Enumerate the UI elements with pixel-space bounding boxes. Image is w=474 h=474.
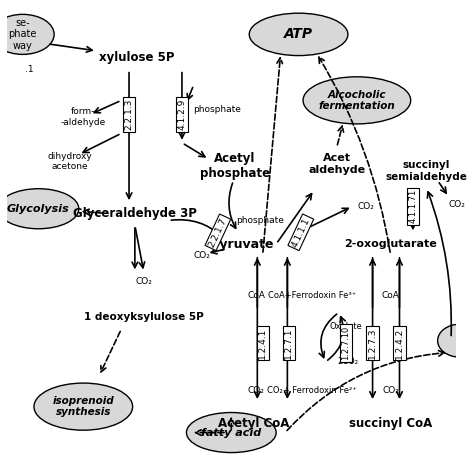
Text: 4.1.2.9: 4.1.2.9 — [177, 99, 186, 130]
Text: 2.2.1.3: 2.2.1.3 — [125, 99, 134, 130]
Text: CO₂: CO₂ — [382, 386, 399, 395]
Text: ATP: ATP — [284, 27, 313, 41]
Text: CoA+Ferrodoxin Fe³⁺: CoA+Ferrodoxin Fe³⁺ — [268, 292, 356, 301]
Text: 1.2.7.1: 1.2.7.1 — [284, 327, 293, 359]
Text: CoA: CoA — [382, 292, 400, 301]
Text: xylulose 5P: xylulose 5P — [100, 52, 175, 64]
Text: 4.1.1.71: 4.1.1.71 — [409, 189, 418, 224]
Ellipse shape — [34, 383, 133, 430]
Text: Glycolysis: Glycolysis — [7, 204, 70, 214]
Text: dihydroxy
acetone: dihydroxy acetone — [47, 152, 92, 171]
Ellipse shape — [249, 13, 348, 55]
Text: succinyl CoA: succinyl CoA — [349, 417, 432, 429]
Text: 1.2.4.1: 1.2.4.1 — [258, 328, 267, 359]
Text: 1.2.4.2: 1.2.4.2 — [395, 328, 404, 359]
Text: succinyl
semialdehyde: succinyl semialdehyde — [385, 160, 467, 182]
Text: phosphate: phosphate — [193, 105, 241, 114]
Ellipse shape — [0, 189, 79, 229]
Text: 4.1.1.1: 4.1.1.1 — [290, 216, 311, 248]
Ellipse shape — [438, 324, 474, 357]
Text: Acetyl CoA: Acetyl CoA — [218, 417, 290, 429]
Text: Oxalate: Oxalate — [329, 322, 362, 331]
Text: CO₂: CO₂ — [357, 202, 374, 211]
Ellipse shape — [303, 77, 410, 124]
Text: Alcocholic
fermentation: Alcocholic fermentation — [319, 90, 395, 111]
Text: phosphate: phosphate — [236, 216, 283, 225]
Text: Acetyl
phosphate: Acetyl phosphate — [200, 152, 270, 180]
Text: 2-oxoglutarate: 2-oxoglutarate — [344, 239, 437, 249]
Text: fatty acid: fatty acid — [201, 428, 262, 438]
Text: 1 deoxyksylulose 5P: 1 deoxyksylulose 5P — [84, 312, 204, 322]
Text: 1.2.7.10: 1.2.7.10 — [341, 326, 350, 360]
Text: isoprenoid
synthesis: isoprenoid synthesis — [53, 396, 114, 418]
Text: CO₂+ Ferrodoxin Fe²⁺: CO₂+ Ferrodoxin Fe²⁺ — [267, 386, 357, 395]
Text: CO₂: CO₂ — [194, 251, 210, 260]
Text: se-
phate
way: se- phate way — [9, 18, 37, 51]
Text: CO₂: CO₂ — [247, 386, 264, 395]
Ellipse shape — [186, 412, 276, 453]
Text: CO₂: CO₂ — [449, 200, 465, 209]
Text: Glyceraldehyde 3P: Glyceraldehyde 3P — [73, 207, 197, 220]
Text: 2.2.1.7: 2.2.1.7 — [207, 216, 228, 248]
Text: 2CO₂: 2CO₂ — [337, 357, 358, 366]
Text: 1.2.7.3: 1.2.7.3 — [368, 327, 377, 359]
Text: Acet
aldehyde: Acet aldehyde — [308, 153, 365, 175]
Ellipse shape — [0, 14, 54, 55]
Text: .1: .1 — [25, 65, 34, 74]
Text: CO₂: CO₂ — [136, 277, 152, 286]
Text: Pyruvate: Pyruvate — [211, 237, 274, 251]
Text: form-
-aldehyde: form- -aldehyde — [61, 107, 106, 127]
Text: CoA: CoA — [247, 292, 265, 301]
